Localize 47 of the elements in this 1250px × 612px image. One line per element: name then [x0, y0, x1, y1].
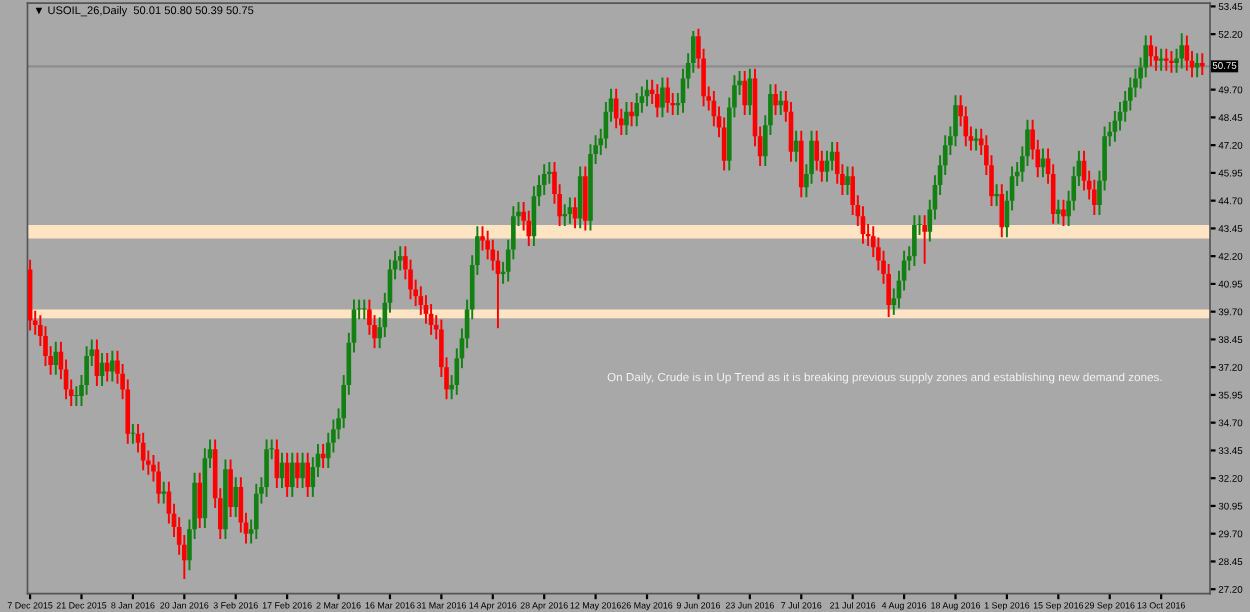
candlestick [634, 93, 640, 127]
candlestick [1179, 33, 1185, 69]
candlestick [629, 102, 634, 127]
candlestick [264, 439, 269, 497]
candlestick [583, 166, 588, 231]
candlestick [778, 90, 784, 116]
candlestick [660, 77, 665, 118]
candlestick [1169, 50, 1174, 73]
candlestick [1199, 53, 1205, 76]
candlestick [526, 210, 532, 247]
candlestick [1163, 48, 1169, 71]
candlestick [300, 452, 305, 489]
candlestick [295, 452, 300, 489]
candlestick [773, 84, 778, 116]
candlestick [104, 352, 110, 382]
candlestick [922, 215, 927, 264]
candlestick [798, 130, 804, 198]
candlestick [973, 128, 979, 151]
candlestick [953, 95, 958, 147]
candlestick [480, 226, 485, 251]
candlestick [655, 84, 660, 118]
candlestick [665, 77, 670, 113]
candlestick [1056, 199, 1061, 224]
candlestick [289, 452, 295, 497]
candlestick [361, 299, 367, 320]
candlestick [742, 70, 748, 116]
candlestick [562, 204, 568, 227]
candlestick [912, 215, 917, 267]
candlestick [1092, 179, 1097, 215]
candlestick [1061, 199, 1066, 227]
candlestick [156, 461, 161, 504]
candlestick [305, 452, 311, 497]
candlestick [110, 350, 115, 382]
candlestick [253, 483, 259, 540]
candlestick [197, 472, 203, 528]
candlestick [994, 184, 999, 207]
candlestick [161, 481, 167, 504]
candlestick [233, 477, 239, 517]
candlestick [567, 197, 573, 224]
candlestick [624, 102, 629, 136]
candlestick [53, 341, 59, 375]
candlestick [999, 184, 1005, 238]
candlestick [228, 459, 233, 517]
candlestick [577, 166, 583, 229]
candlestick [397, 246, 403, 271]
candlestick [74, 386, 79, 406]
candlestick [845, 166, 850, 195]
